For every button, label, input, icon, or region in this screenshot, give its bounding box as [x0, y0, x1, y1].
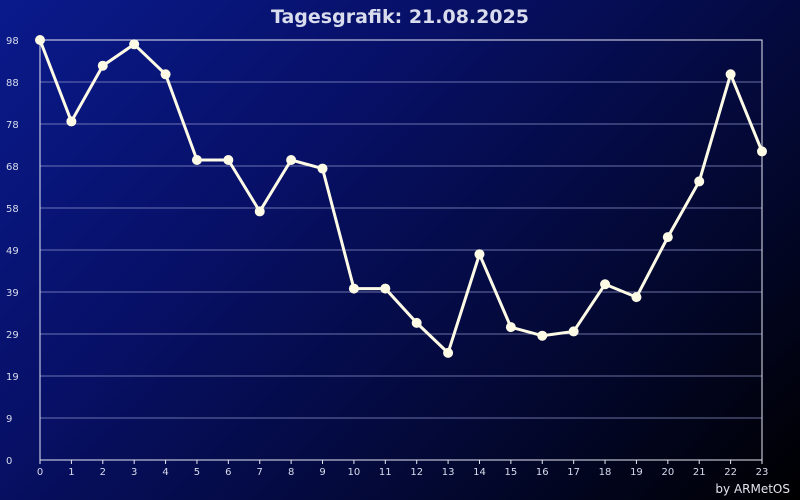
chart-title: Tagesgrafik: 21.08.2025: [270, 6, 530, 28]
y-tick-labels: 0 9 19 29 39 49 58 68 78 88 98: [6, 36, 19, 467]
data-point: [568, 326, 579, 337]
data-point: [348, 283, 359, 294]
footer-credit: by ARMetOS: [715, 482, 790, 496]
x-tick-label: 21: [693, 467, 706, 478]
data-point: [474, 249, 485, 260]
data-point: [129, 39, 140, 50]
y-tick-label: 29: [6, 330, 19, 341]
x-tick-label: 23: [756, 467, 769, 478]
x-tick-label: 22: [724, 467, 737, 478]
data-point: [537, 330, 548, 341]
data-point: [662, 232, 673, 243]
y-tick-label: 58: [6, 204, 19, 215]
data-point: [505, 322, 516, 333]
y-tick-label: 78: [6, 120, 19, 131]
data-points: [35, 35, 767, 358]
x-tick-label: 6: [225, 467, 231, 478]
x-tick-label: 10: [348, 467, 361, 478]
y-tick-label: 0: [6, 456, 12, 467]
x-tick-label: 18: [599, 467, 612, 478]
x-tick-label: 8: [288, 467, 294, 478]
data-point: [160, 69, 171, 80]
y-tick-label: 68: [6, 162, 19, 173]
data-point: [35, 35, 45, 45]
y-tick-label: 49: [6, 246, 19, 257]
x-tick-label: 2: [100, 467, 106, 478]
data-point: [600, 279, 611, 290]
series-line: [38, 39, 764, 355]
data-point: [443, 347, 454, 358]
data-point: [411, 317, 422, 328]
data-point: [757, 146, 767, 157]
y-tick-label: 98: [6, 36, 19, 47]
x-tick-label: 17: [567, 467, 580, 478]
grid-lines: [40, 39, 762, 419]
x-tick-label: 20: [661, 467, 674, 478]
x-tick-label: 19: [630, 467, 643, 478]
data-point: [97, 60, 108, 71]
data-point: [191, 155, 202, 165]
x-tick-label: 14: [473, 467, 486, 478]
y-tick-label: 19: [6, 372, 19, 383]
data-point: [631, 292, 642, 303]
data-point: [223, 155, 234, 165]
data-point: [694, 176, 705, 187]
data-point: [380, 283, 391, 294]
data-point: [254, 206, 265, 217]
x-tick-label: 11: [379, 467, 392, 478]
x-tick-label: 0: [37, 467, 43, 478]
x-tick-label: 3: [131, 467, 137, 478]
data-series: [38, 39, 764, 355]
data-point: [66, 116, 77, 127]
y-tick-label: 88: [6, 78, 19, 89]
data-point: [725, 69, 736, 80]
plot-frame: [39, 39, 763, 461]
x-tick-label: 13: [442, 467, 455, 478]
data-point: [286, 155, 297, 165]
x-tick-label: 7: [257, 467, 263, 478]
x-tick-label: 16: [536, 467, 549, 478]
data-point: [317, 163, 328, 174]
y-tick-label: 39: [6, 288, 19, 299]
x-tick-label: 9: [319, 467, 325, 478]
x-tick-label: 15: [505, 467, 518, 478]
x-tick-label: 5: [194, 467, 200, 478]
x-tick-label: 12: [410, 467, 423, 478]
axes: [39, 39, 763, 464]
x-tick-labels: 0 1 2 3 4 5 6 7 8 9 10 11 12 13 14 15 16 17 18 19 20 21 22 23: [37, 467, 769, 478]
y-tick-label: 9: [6, 414, 12, 425]
x-tick-label: 1: [68, 467, 74, 478]
x-tick-label: 4: [162, 467, 168, 478]
